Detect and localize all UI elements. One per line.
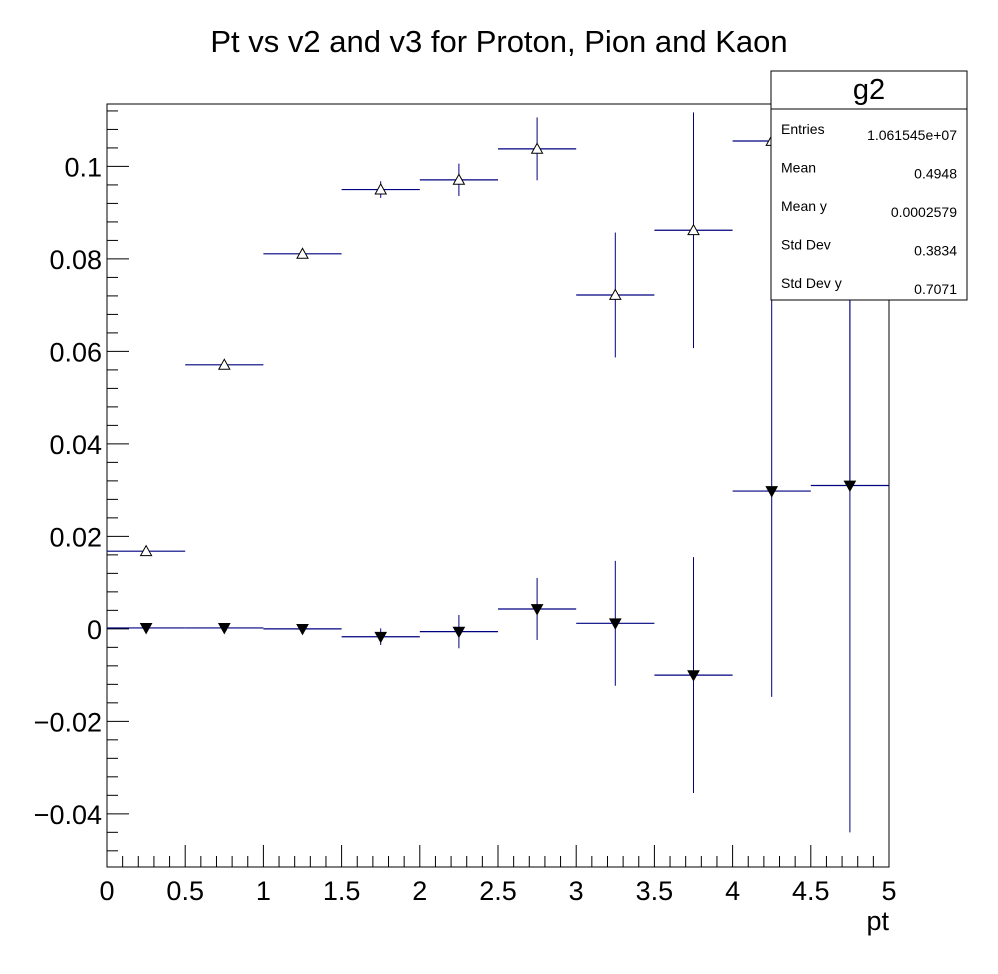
y-axis-tick-labels: 0.1 0.08 0.06 0.04 0.02 0 −0.02 −0.04 (34, 152, 102, 829)
y-tick-label: 0.1 (64, 152, 102, 182)
data-markers (139, 134, 857, 682)
y-tick-label: −0.04 (34, 800, 102, 830)
filled-triangle-marker (452, 626, 466, 639)
x-axis-ticks (106, 845, 890, 867)
stats-row-value: 0.4948 (914, 166, 957, 182)
stats-row-value: 0.3834 (914, 243, 957, 259)
x-tick-label: 1.5 (323, 876, 361, 906)
open-triangle-marker (217, 358, 231, 370)
stats-row-label: Mean (781, 160, 816, 176)
x-tick-label: 3.5 (636, 876, 674, 906)
stats-row-value: 0.0002579 (891, 204, 957, 220)
x-tick-label: 2.5 (479, 876, 517, 906)
filled-triangle-marker (687, 670, 700, 682)
open-triangle-marker (296, 247, 309, 259)
chart-title: Pt vs v2 and v3 for Proton, Pion and Kao… (210, 24, 787, 59)
x-tick-label: 4.5 (792, 876, 830, 906)
x-tick-label: 2 (412, 876, 427, 906)
stats-row-value: 0.7071 (914, 281, 957, 297)
y-tick-label: 0.04 (49, 430, 102, 460)
stats-row-label: Std Dev y (781, 275, 842, 291)
x-tick-label: 0.5 (166, 876, 204, 906)
open-triangle-marker (608, 288, 622, 300)
y-tick-label: 0.02 (49, 522, 102, 552)
x-axis-label: pt (866, 906, 889, 936)
stats-row-label: Mean y (781, 198, 827, 214)
x-tick-label: 3 (569, 876, 584, 906)
y-tick-label: 0.08 (49, 245, 102, 275)
stats-box-title: g2 (853, 74, 885, 106)
filled-triangle-marker (843, 480, 857, 493)
x-tick-label: 4 (725, 876, 740, 906)
open-triangle-marker (530, 142, 544, 154)
filled-triangle-marker (296, 623, 309, 636)
filled-triangle-marker (765, 486, 779, 498)
x-tick-label: 0 (99, 876, 114, 906)
filled-triangle-marker (608, 618, 622, 630)
filled-triangle-marker (139, 623, 153, 635)
y-tick-label: 0.06 (49, 337, 102, 367)
open-triangle-marker (139, 544, 153, 557)
stats-box-rows: Entries 1.061545e+07 Mean 0.4948 Mean y 0.000… (781, 121, 957, 297)
x-tick-label: 5 (881, 876, 896, 906)
x-tick-label: 1 (256, 876, 271, 906)
x-axis-tick-labels: 0 0.5 1 1.5 2 2.5 3 3.5 4 4.5 5 (99, 876, 896, 906)
y-tick-label: 0 (87, 615, 102, 645)
open-triangle-marker (452, 173, 466, 185)
stats-row-label: Entries (781, 121, 825, 137)
stats-row-value: 1.061545e+07 (867, 127, 957, 143)
filled-triangle-marker (217, 623, 231, 635)
open-triangle-marker (687, 223, 700, 236)
stats-box: g2 Entries 1.061545e+07 Mean 0.4948 Mean y 0.… (770, 70, 968, 301)
filled-triangle-marker (374, 631, 388, 644)
open-triangle-marker (374, 183, 388, 195)
y-axis-ticks (107, 110, 129, 852)
y-tick-label: −0.02 (34, 707, 102, 737)
filled-triangle-marker (530, 604, 544, 616)
stats-row-label: Std Dev (781, 237, 831, 253)
